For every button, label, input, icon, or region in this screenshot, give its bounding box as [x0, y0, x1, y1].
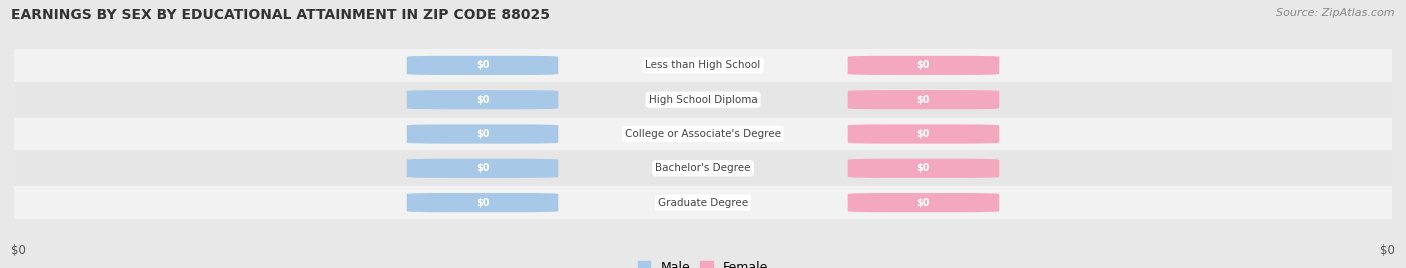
Text: High School Diploma: High School Diploma: [648, 95, 758, 105]
Text: $0: $0: [475, 60, 489, 70]
FancyBboxPatch shape: [848, 56, 1000, 75]
Text: $0: $0: [1379, 244, 1395, 257]
Text: $0: $0: [475, 163, 489, 173]
FancyBboxPatch shape: [848, 193, 1000, 212]
FancyBboxPatch shape: [848, 159, 1000, 178]
FancyBboxPatch shape: [406, 159, 558, 178]
Legend: Male, Female: Male, Female: [633, 256, 773, 268]
FancyBboxPatch shape: [406, 56, 558, 75]
Text: Graduate Degree: Graduate Degree: [658, 198, 748, 208]
Text: $0: $0: [917, 129, 931, 139]
FancyBboxPatch shape: [14, 49, 1392, 82]
Text: $0: $0: [917, 163, 931, 173]
FancyBboxPatch shape: [848, 90, 1000, 109]
FancyBboxPatch shape: [14, 152, 1392, 185]
FancyBboxPatch shape: [14, 118, 1392, 150]
Text: $0: $0: [475, 95, 489, 105]
FancyBboxPatch shape: [848, 124, 1000, 144]
Text: Bachelor's Degree: Bachelor's Degree: [655, 163, 751, 173]
FancyBboxPatch shape: [14, 83, 1392, 116]
FancyBboxPatch shape: [406, 124, 558, 144]
FancyBboxPatch shape: [406, 90, 558, 109]
Text: $0: $0: [11, 244, 27, 257]
Text: $0: $0: [475, 129, 489, 139]
Text: $0: $0: [475, 198, 489, 208]
FancyBboxPatch shape: [406, 193, 558, 212]
FancyBboxPatch shape: [14, 186, 1392, 219]
Text: $0: $0: [917, 95, 931, 105]
Text: $0: $0: [917, 198, 931, 208]
Text: EARNINGS BY SEX BY EDUCATIONAL ATTAINMENT IN ZIP CODE 88025: EARNINGS BY SEX BY EDUCATIONAL ATTAINMEN…: [11, 8, 550, 22]
Text: $0: $0: [917, 60, 931, 70]
Text: College or Associate's Degree: College or Associate's Degree: [626, 129, 780, 139]
Text: Less than High School: Less than High School: [645, 60, 761, 70]
Text: Source: ZipAtlas.com: Source: ZipAtlas.com: [1277, 8, 1395, 18]
